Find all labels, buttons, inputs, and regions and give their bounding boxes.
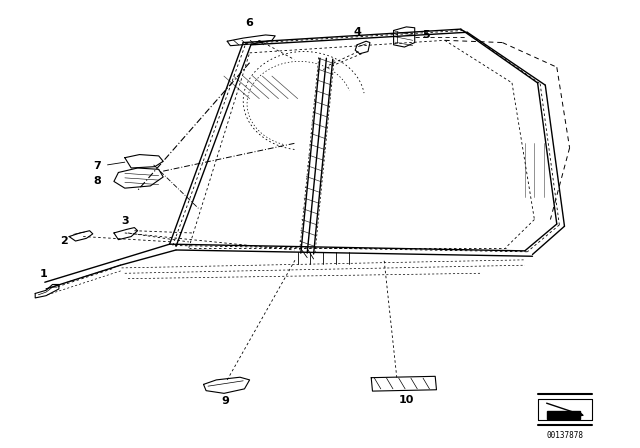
Text: 00137878: 00137878	[547, 431, 583, 440]
Text: 1: 1	[40, 269, 47, 279]
Bar	[547, 410, 580, 419]
Text: 3: 3	[121, 216, 129, 226]
Text: 4: 4	[353, 27, 361, 37]
Text: 8: 8	[93, 177, 101, 186]
Text: 2: 2	[60, 236, 68, 246]
Text: 9: 9	[221, 396, 229, 406]
Text: 6: 6	[246, 18, 253, 28]
Text: 7: 7	[93, 161, 101, 171]
Text: 10: 10	[399, 395, 414, 405]
Text: 5: 5	[422, 30, 430, 40]
